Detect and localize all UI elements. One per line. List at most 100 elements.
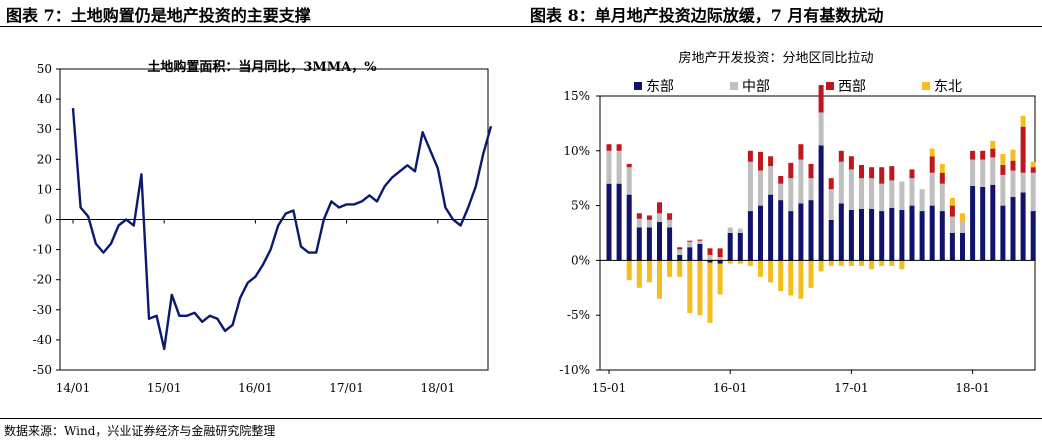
bar-segment bbox=[970, 150, 976, 160]
legend-label: 东北 bbox=[934, 79, 962, 95]
bar-segment bbox=[636, 227, 642, 261]
left-y-tick-label: 0 bbox=[44, 213, 52, 227]
bar-segment bbox=[960, 213, 965, 223]
bar-segment bbox=[869, 208, 875, 261]
left-y-tick-label: 40 bbox=[37, 92, 52, 106]
bar-segment bbox=[1000, 205, 1006, 261]
bar-segment bbox=[848, 260, 854, 266]
left-y-tick-label: -30 bbox=[33, 303, 52, 317]
bar-segment bbox=[1010, 170, 1016, 197]
bottom-rule bbox=[0, 418, 1042, 419]
bar-segment bbox=[859, 208, 864, 261]
bar-segment bbox=[1010, 160, 1016, 171]
bar-segment bbox=[798, 260, 804, 299]
bar-segment bbox=[828, 219, 834, 261]
bar-segment bbox=[667, 219, 673, 228]
bar-segment bbox=[1000, 154, 1006, 166]
bar-segment bbox=[859, 260, 864, 266]
bar-segment bbox=[869, 178, 875, 209]
bar-segment bbox=[1000, 174, 1006, 206]
bar-segment bbox=[636, 260, 642, 288]
bar-segment bbox=[788, 211, 794, 261]
bar-segment bbox=[687, 240, 693, 242]
bar-segment bbox=[778, 200, 784, 261]
bar-segment bbox=[717, 257, 723, 261]
bar-segment bbox=[798, 203, 804, 261]
left-x-tick-label: 15/01 bbox=[147, 381, 182, 395]
bar-segment bbox=[909, 205, 915, 261]
bar-segment bbox=[939, 211, 945, 261]
legend-label: 东部 bbox=[646, 79, 674, 95]
right-figure-title: 图表 8：单月地产投资边际放缓，7 月有基数扰动 bbox=[530, 6, 884, 25]
bar-segment bbox=[859, 178, 864, 209]
bar-segment bbox=[939, 172, 945, 184]
bar-segment bbox=[990, 148, 996, 158]
bar-segment bbox=[798, 159, 804, 204]
bar-segment bbox=[1030, 172, 1036, 212]
bar-segment bbox=[869, 167, 875, 179]
bar-segment bbox=[737, 260, 743, 264]
legend-label: 中部 bbox=[742, 79, 770, 95]
bar-segment bbox=[838, 161, 844, 204]
bar-segment bbox=[737, 228, 743, 233]
bar-segment bbox=[657, 222, 662, 261]
bar-segment bbox=[1030, 161, 1036, 168]
bar-segment bbox=[1020, 192, 1026, 261]
bar-segment bbox=[677, 249, 683, 255]
bar-segment bbox=[970, 159, 976, 186]
bar-segment bbox=[626, 194, 632, 261]
bar-segment bbox=[606, 183, 612, 261]
bar-segment bbox=[616, 144, 622, 151]
bar-segment bbox=[889, 180, 895, 208]
bar-segment bbox=[949, 233, 955, 261]
bar-segment bbox=[919, 189, 925, 212]
bar-segment bbox=[616, 183, 622, 261]
right-x-tick-label: 17-01 bbox=[834, 381, 869, 395]
bar-segment bbox=[687, 260, 693, 314]
bar-segment bbox=[646, 260, 652, 283]
right-plot-frame bbox=[599, 95, 1036, 371]
bar-segment bbox=[848, 209, 854, 261]
left-y-tick-label: -40 bbox=[33, 333, 52, 347]
bar-segment bbox=[808, 163, 814, 179]
bar-segment bbox=[970, 185, 976, 261]
bar-segment bbox=[626, 260, 632, 281]
bar-segment bbox=[778, 183, 784, 201]
bar-segment bbox=[939, 163, 945, 173]
bar-segment bbox=[919, 211, 925, 261]
bar-segment bbox=[889, 166, 895, 181]
bar-segment bbox=[869, 260, 875, 270]
bar-segment bbox=[626, 163, 632, 168]
right-chart-title: 房地产开发投资：分地区同比拉动 bbox=[678, 50, 873, 66]
bar-segment bbox=[818, 260, 824, 272]
legend-swatch bbox=[922, 82, 930, 90]
bar-segment bbox=[717, 248, 723, 258]
bar-segment bbox=[848, 169, 854, 210]
bar-segment bbox=[980, 186, 986, 261]
bar-segment bbox=[818, 145, 824, 261]
source-note: 数据来源：Wind，兴业证券经济与金融研究院整理 bbox=[4, 424, 276, 438]
bar-segment bbox=[707, 248, 713, 255]
right-y-tick-label: -5% bbox=[567, 308, 590, 322]
bar-segment bbox=[960, 233, 965, 261]
bar-segment bbox=[1020, 126, 1026, 173]
bar-segment bbox=[697, 239, 703, 241]
bar-segment bbox=[960, 222, 965, 233]
legend-swatch bbox=[634, 82, 642, 90]
right-y-tick-label: -10% bbox=[559, 363, 590, 377]
bar-segment bbox=[949, 216, 955, 233]
bar-segment bbox=[1020, 172, 1026, 193]
bar-segment bbox=[859, 165, 864, 179]
legend-swatch bbox=[826, 82, 834, 90]
bar-segment bbox=[949, 197, 955, 206]
bar-segment bbox=[657, 202, 662, 214]
left-y-tick-label: 50 bbox=[37, 62, 52, 76]
bar-segment bbox=[929, 172, 935, 206]
bar-segment bbox=[1010, 196, 1016, 261]
right-x-tick-label: 18-01 bbox=[955, 381, 990, 395]
left-x-tick-label: 17/01 bbox=[329, 381, 364, 395]
right-x-tick-label: 15-01 bbox=[592, 381, 627, 395]
bar-segment bbox=[717, 263, 723, 295]
left-y-tick-label: 30 bbox=[37, 122, 52, 136]
left-y-tick-label: -50 bbox=[33, 363, 52, 377]
